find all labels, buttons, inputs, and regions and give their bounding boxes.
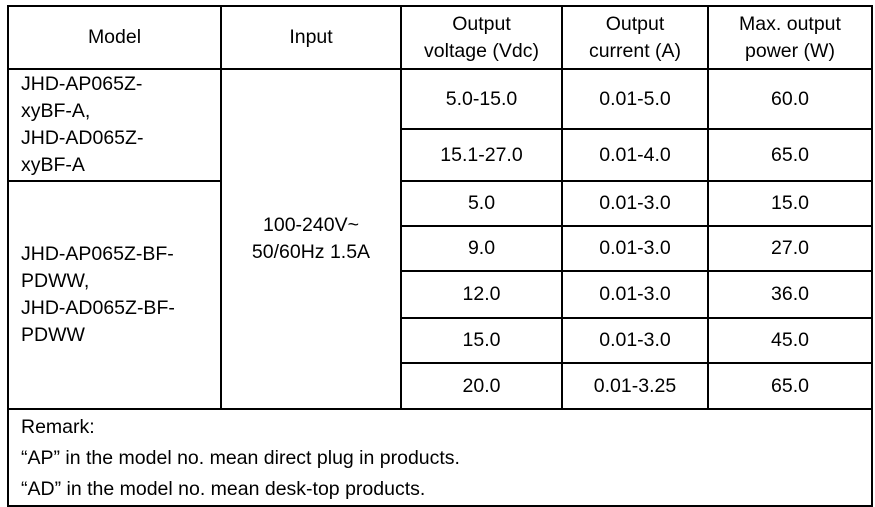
header-current-line: Output [605, 12, 665, 35]
model-cell: JHD-AP065Z- xyBF-A, JHD-AD065Z- xyBF-A [7, 68, 222, 182]
current-cell: 0.01-5.0 [561, 68, 709, 130]
table-row: JHD-AP065Z- xyBF-A, JHD-AD065Z- xyBF-A 1… [7, 68, 873, 410]
input-line: 100-240V~ [263, 214, 359, 236]
remark-line: “AD” in the model no. mean desk-top prod… [21, 478, 426, 500]
header-power-line: power (W) [745, 39, 835, 62]
input-cell: 100-240V~ 50/60Hz 1.5A [220, 68, 402, 410]
model-line: JHD-AD065Z- [21, 127, 144, 149]
current-cell: 0.01-4.0 [561, 128, 709, 182]
model-line: PDWW [21, 324, 85, 346]
voltage-cell: 15.0 [400, 317, 563, 364]
remark-row: Remark: “AP” in the model no. mean direc… [7, 408, 873, 507]
power-cell: 60.0 [707, 68, 873, 130]
voltage-cell: 12.0 [400, 270, 563, 319]
header-current-line: current (A) [588, 39, 682, 62]
model-line: xyBF-A [21, 154, 85, 176]
header-power-line: Max. output [739, 12, 841, 35]
table-row: JHD-AP065Z-BF- PDWW, JHD-AD065Z-BF- PDWW… [7, 180, 873, 410]
current-cell: 0.01-3.0 [561, 180, 709, 227]
current-cell: 0.01-3.0 [561, 317, 709, 364]
table-row: 12.0 0.01-3.0 36.0 [8, 270, 873, 319]
model-line: PDWW, [21, 270, 90, 292]
model-line: xyBF-A, [21, 100, 91, 122]
voltage-cell: 15.1-27.0 [400, 128, 563, 182]
voltage-cell: 9.0 [400, 225, 563, 272]
table-row: 15.1-27.0 0.01-4.0 65.0 [8, 128, 873, 182]
header-voltage-line: voltage (Vdc) [424, 39, 539, 62]
power-cell: 65.0 [707, 128, 873, 182]
model-cell: JHD-AP065Z-BF- PDWW, JHD-AD065Z-BF- PDWW [7, 180, 222, 410]
power-cell: 45.0 [707, 317, 873, 364]
remark-line: “AP” in the model no. mean direct plug i… [21, 447, 460, 469]
power-cell: 65.0 [707, 362, 873, 410]
power-cell: 15.0 [707, 180, 873, 227]
table-row: 9.0 0.01-3.0 27.0 [8, 225, 873, 272]
current-cell: 0.01-3.0 [561, 270, 709, 319]
voltage-cell: 20.0 [400, 362, 563, 410]
header-model: Model [7, 5, 222, 70]
voltage-cell: 5.0 [400, 180, 563, 227]
header-voltage: Output voltage (Vdc) [400, 5, 563, 70]
spec-table: Model Input Output voltage (Vdc) Output cu… [7, 5, 873, 507]
header-row: Model Input Output voltage (Vdc) Output cu… [7, 5, 873, 70]
current-cell: 0.01-3.0 [561, 225, 709, 272]
model-line: JHD-AD065Z-BF- [21, 297, 175, 319]
input-line: 50/60Hz 1.5A [251, 241, 371, 263]
remark-cell: Remark: “AP” in the model no. mean direc… [7, 408, 873, 507]
power-cell: 36.0 [707, 270, 873, 319]
header-input: Input [220, 5, 402, 70]
header-voltage-line: Output [452, 12, 511, 35]
header-power: Max. output power (W) [707, 5, 873, 70]
table-row: 15.0 0.01-3.0 45.0 [8, 317, 873, 364]
remark-title: Remark: [21, 416, 95, 438]
current-cell: 0.01-3.25 [561, 362, 709, 410]
power-cell: 27.0 [707, 225, 873, 272]
voltage-cell: 5.0-15.0 [400, 68, 563, 130]
header-current: Output current (A) [561, 5, 709, 70]
model-line: JHD-AP065Z-BF- [21, 243, 174, 265]
model-line: JHD-AP065Z- [21, 73, 143, 95]
table-row: 20.0 0.01-3.25 65.0 [8, 362, 873, 410]
